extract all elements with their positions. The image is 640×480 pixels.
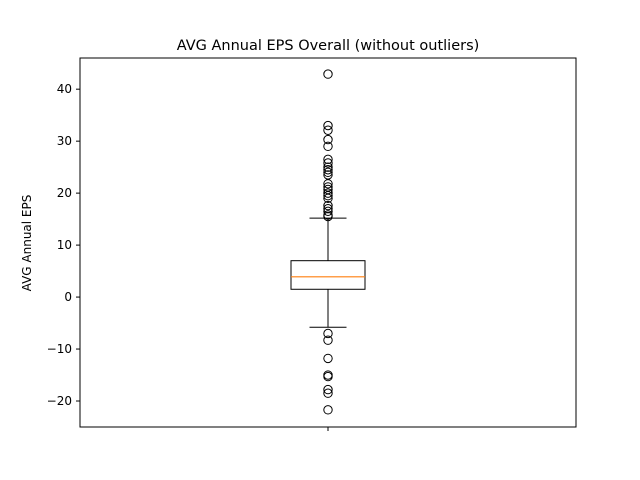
y-tick-label: 20 <box>57 186 72 200</box>
outlier-point <box>323 335 333 345</box>
y-axis: −20 −10 0 10 20 30 40 <box>47 82 329 431</box>
outlier-point <box>323 371 333 382</box>
outlier-point <box>323 154 333 165</box>
y-axis-label: AVG Annual EPS <box>20 195 34 292</box>
outlier-point <box>323 206 333 217</box>
outlier-point <box>323 200 333 211</box>
outlier-point <box>323 69 333 79</box>
outlier-point <box>323 158 333 168</box>
chart-title: AVG Annual EPS Overall (without outliers… <box>177 38 480 54</box>
outlier-point <box>323 211 333 222</box>
outlier-point <box>323 204 333 214</box>
outlier-point <box>323 134 333 145</box>
y-tick-label: −20 <box>47 394 72 408</box>
outlier-point <box>323 165 333 175</box>
outlier-point <box>323 167 333 178</box>
outlier-point <box>323 141 333 152</box>
outlier-point <box>323 120 333 131</box>
outlier-point <box>323 191 333 201</box>
y-tick-label: 0 <box>64 290 72 304</box>
iqr-box <box>290 260 366 290</box>
outlier-point <box>323 188 333 198</box>
y-tick-label: 10 <box>57 238 72 252</box>
outlier-point <box>323 384 333 395</box>
outlier-point <box>323 193 333 204</box>
outlier-point <box>323 388 333 398</box>
outlier-point <box>323 125 333 135</box>
outlier-point <box>323 405 333 415</box>
outlier-point <box>323 328 333 339</box>
outliers <box>323 69 333 415</box>
y-tick-label: 40 <box>57 82 72 96</box>
outlier-point <box>323 353 333 364</box>
boxplot <box>290 217 366 328</box>
outlier-point <box>323 162 333 172</box>
y-tick-label: −10 <box>47 342 72 356</box>
y-tick-label: 30 <box>57 134 72 148</box>
outlier-point <box>323 179 333 189</box>
plot-area-frame <box>79 57 577 428</box>
